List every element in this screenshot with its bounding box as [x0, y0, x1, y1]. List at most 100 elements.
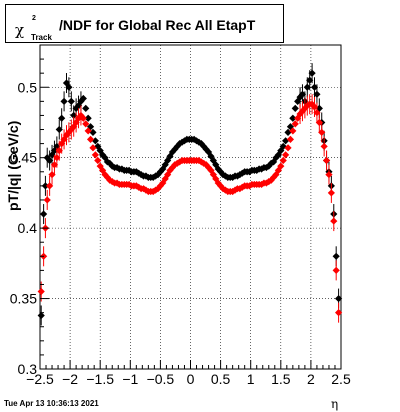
data-point-black: [277, 147, 285, 155]
data-point-black: [79, 94, 87, 103]
data-point-black: [289, 114, 297, 122]
data-point-black: [65, 83, 73, 91]
data-point-black: [306, 76, 314, 84]
data-point-red: [262, 179, 270, 187]
data-point-black: [74, 101, 83, 110]
data-point-black: [296, 93, 304, 101]
data-point-black: [58, 114, 66, 122]
data-point-red: [274, 166, 282, 174]
timestamp: Tue Apr 13 10:36:13 2021: [4, 399, 99, 408]
y-axis-label: pT/|q| (GeV/c): [5, 120, 21, 211]
data-point-black: [55, 125, 63, 134]
data-point-red: [296, 110, 304, 118]
data-point-red: [313, 109, 321, 117]
x-tick-label: −2.5: [26, 371, 54, 387]
data-point-black: [113, 163, 121, 172]
data-point-red: [77, 111, 85, 120]
data-point-red: [334, 309, 343, 317]
x-tick-label: −2: [62, 371, 78, 387]
data-point-black: [60, 97, 68, 105]
y-tick-label: 0.4: [18, 220, 38, 236]
data-point-red: [332, 266, 340, 274]
data-point-black: [334, 294, 343, 303]
data-series: [37, 63, 343, 326]
data-point-black: [284, 128, 292, 136]
data-point-red: [318, 128, 326, 136]
data-point-red: [267, 176, 275, 184]
data-point-black: [84, 114, 92, 122]
title-chi-symbol: χ: [15, 21, 25, 39]
data-point-red: [291, 120, 299, 128]
data-point-red: [298, 107, 307, 115]
data-point-red: [113, 179, 121, 187]
y-tick-label: 0.35: [10, 291, 37, 307]
data-point-red: [91, 151, 99, 159]
data-point-red: [37, 287, 45, 296]
y-tick-label: 0.3: [18, 361, 38, 377]
x-tick-label: 1.5: [271, 371, 291, 387]
y-tick-label: 0.45: [10, 150, 37, 166]
data-point-red: [86, 135, 95, 143]
data-point-black: [253, 166, 261, 174]
data-point-red: [48, 171, 56, 179]
data-point-red: [89, 144, 97, 152]
x-tick-label: 0.5: [211, 371, 231, 387]
data-point-red: [46, 182, 54, 190]
data-point-red: [50, 161, 59, 169]
data-point-black: [291, 104, 299, 112]
y-tick-label: 0.5: [18, 79, 38, 95]
x-tick-label: 2.5: [331, 371, 351, 387]
data-point-red: [315, 118, 323, 127]
data-point-red: [330, 217, 338, 225]
x-tick-label: 0: [187, 371, 195, 387]
data-point-red: [325, 171, 333, 179]
data-point-black: [82, 104, 90, 112]
data-point-red: [310, 103, 319, 111]
data-point-black: [70, 111, 78, 120]
data-point-red: [284, 144, 292, 152]
data-point-red: [94, 156, 102, 165]
data-point-red: [282, 151, 290, 159]
data-point-black: [274, 151, 282, 159]
data-point-black: [262, 163, 270, 172]
data-point-red: [53, 154, 61, 162]
data-point-black: [46, 156, 54, 165]
data-point-red: [303, 101, 311, 110]
data-point-black: [41, 182, 50, 190]
data-point-red: [279, 156, 287, 165]
data-point-black: [269, 158, 278, 166]
data-point-black: [313, 90, 321, 98]
title-text: /NDF for Global Rec All EtapT: [59, 17, 256, 33]
data-point-red: [67, 125, 75, 134]
data-point-black: [77, 97, 85, 105]
data-point-red: [43, 196, 51, 204]
data-point-black: [282, 137, 290, 145]
x-tick-label: −1.5: [86, 371, 114, 387]
data-point-red: [82, 120, 90, 128]
data-point-black: [53, 142, 61, 151]
axes: −2.5 −2 −1.5 −1 −0.5 0 0.5 1 1.5 2 2.5 0.3 0.35 0.4 0.…: [10, 44, 351, 387]
data-point-red: [269, 173, 278, 182]
data-point-black: [308, 69, 316, 77]
data-point-red: [327, 189, 335, 197]
data-point-red: [84, 127, 92, 135]
x-axis-label: η: [331, 397, 339, 411]
data-point-red: [277, 162, 285, 170]
data-point-black: [37, 311, 45, 320]
data-point-black: [106, 159, 114, 167]
x-tick-label: −0.5: [147, 371, 175, 387]
data-point-black: [332, 252, 340, 260]
data-point-black: [310, 83, 319, 91]
data-point-red: [322, 156, 331, 165]
data-point-black: [67, 97, 75, 105]
data-point-red: [79, 114, 87, 122]
title-chi-subscript: Track: [31, 33, 52, 42]
data-point-red: [286, 135, 295, 143]
data-point-red: [320, 142, 328, 151]
data-point-red: [55, 147, 63, 155]
x-tick-label: −1: [122, 371, 138, 387]
data-point-black: [298, 90, 307, 98]
title-chi-superscript: 2: [32, 15, 36, 22]
x-tick-label: 1: [247, 371, 255, 387]
